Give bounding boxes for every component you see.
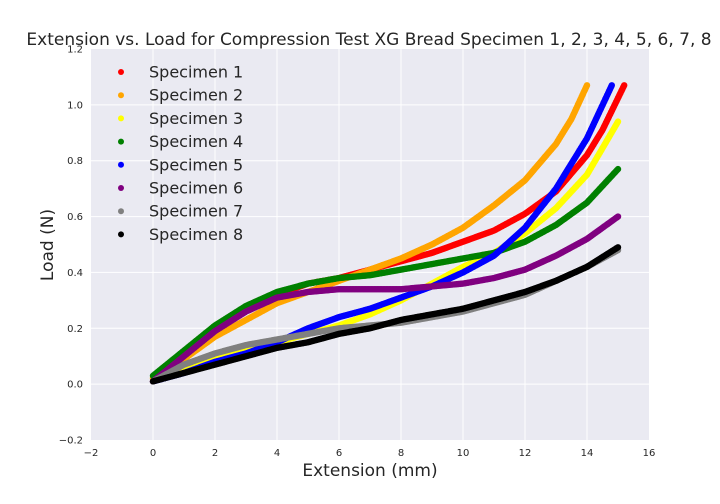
x-tick-label: −2: [84, 448, 99, 459]
legend-marker: [118, 185, 124, 191]
x-tick-label: 14: [581, 448, 594, 459]
y-tick-label: 0.2: [67, 324, 83, 335]
y-tick-label: 1.2: [67, 45, 83, 56]
legend-item: Specimen 5: [118, 155, 243, 174]
legend-label: Specimen 4: [149, 132, 243, 151]
legend-item: Specimen 2: [118, 86, 243, 105]
legend-item: Specimen 1: [118, 63, 243, 82]
data-point: [614, 244, 622, 251]
series-group: [149, 82, 628, 385]
x-tick-label: 8: [398, 448, 404, 459]
plot-area: [91, 49, 649, 440]
chart-title: Extension vs. Load for Compression Test …: [26, 30, 711, 50]
legend-label: Specimen 2: [149, 86, 243, 105]
x-tick-label: 4: [274, 448, 280, 459]
y-tick-label: 0.4: [67, 268, 83, 279]
y-tick-label: −0.2: [59, 436, 83, 447]
x-ticks: −2 0 2 4 6 8 10 12 14 16: [84, 448, 656, 459]
legend-label: Specimen 3: [149, 109, 243, 128]
x-tick-label: 12: [519, 448, 532, 459]
legend-item: Specimen 8: [118, 225, 243, 244]
x-axis-label: Extension (mm): [302, 461, 437, 481]
data-point: [583, 82, 591, 89]
y-axis-label: Load (N): [38, 209, 58, 281]
data-point: [614, 165, 622, 173]
legend-item: Specimen 3: [118, 109, 243, 128]
legend-marker: [118, 161, 124, 168]
y-tick-label: 0.0: [67, 380, 83, 391]
legend-label: Specimen 1: [149, 63, 243, 82]
legend-label: Specimen 5: [149, 155, 243, 174]
x-tick-label: 2: [212, 448, 218, 459]
y-tick-label: 1.0: [67, 100, 83, 111]
legend-marker: [118, 92, 124, 99]
legend: Specimen 1 Specimen 2 Specimen 3 Specimen 4…: [118, 63, 243, 244]
x-tick-label: 0: [150, 448, 156, 459]
data-point: [608, 82, 615, 89]
legend-item: Specimen 6: [118, 179, 243, 198]
series-8: [149, 244, 622, 385]
x-tick-label: 16: [643, 448, 656, 459]
legend-marker: [118, 138, 124, 145]
series-6: [149, 213, 622, 385]
legend-marker: [118, 115, 124, 122]
legend-marker: [118, 69, 124, 75]
legend-item: Specimen 7: [118, 202, 243, 221]
data-point: [621, 82, 628, 89]
legend-marker: [118, 231, 124, 238]
y-ticks: −0.2 0.0 0.2 0.4 0.6 0.8 1.0 1.2: [59, 45, 83, 447]
data-point: [614, 118, 622, 125]
data-point: [614, 213, 622, 220]
legend-label: Specimen 8: [149, 225, 243, 244]
legend-item: Specimen 4: [118, 132, 243, 151]
legend-marker: [118, 208, 124, 215]
legend-label: Specimen 6: [149, 179, 243, 198]
y-tick-label: 0.6: [67, 212, 83, 223]
x-tick-label: 10: [457, 448, 470, 459]
y-tick-label: 0.8: [67, 156, 83, 167]
legend-label: Specimen 7: [149, 202, 243, 221]
x-tick-label: 6: [336, 448, 342, 459]
